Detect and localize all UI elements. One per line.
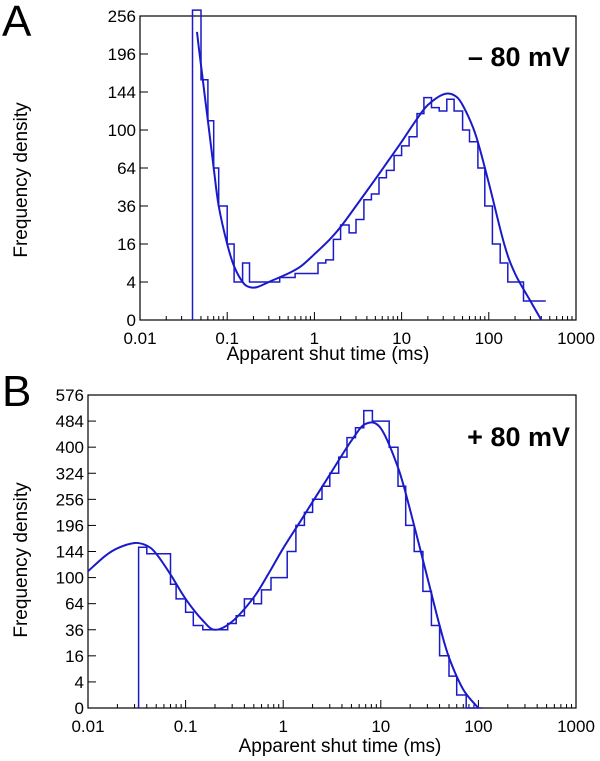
panel-a-y-tick-label: 4 <box>127 273 136 292</box>
panel-a-x-tick-label: 0.01 <box>123 329 156 348</box>
panel-a-y-tick-label: 196 <box>108 45 136 64</box>
panel-a-x-tick-label: 10 <box>392 329 411 348</box>
panel-a-y-tick-label: 256 <box>108 7 136 26</box>
panel-b-x-tick-label: 100 <box>464 717 492 736</box>
panel-b-y-tick-label: 484 <box>56 412 84 431</box>
panel-b-x-tick-label: 1 <box>278 717 287 736</box>
panel-a-marks <box>191 9 546 321</box>
panel-b-y-tick-label: 36 <box>65 621 84 640</box>
panel-b-x-tick-label: 10 <box>371 717 390 736</box>
panel-a-letter: A <box>2 0 32 46</box>
panel-a-y-tick-label: 0 <box>127 311 136 330</box>
panel-a-y-tick-label: 144 <box>108 83 136 102</box>
panel-b: B + 80 mV Apparent shut time (ms) Freque… <box>2 367 595 757</box>
panel-a-y-tick-label: 16 <box>117 235 136 254</box>
panel-b-y-tick-label: 16 <box>65 647 84 666</box>
panel-b-y-tick-label: 256 <box>56 490 84 509</box>
panel-a-y-tick-label: 36 <box>117 197 136 216</box>
panel-a-y-tick-label: 100 <box>108 121 136 140</box>
panel-b-y-tick-label: 4 <box>75 673 84 692</box>
panel-b-y-tick-label: 400 <box>56 438 84 457</box>
panel-b-x-tick-label: 0.01 <box>71 717 104 736</box>
panel-a-voltage-label: – 80 mV <box>468 42 570 72</box>
panel-b-x-axis-title: Apparent shut time (ms) <box>239 736 442 757</box>
panel-b-y-tick-label: 196 <box>56 516 84 535</box>
panel-b-letter: B <box>2 367 31 416</box>
panel-b-y-tick-label: 100 <box>56 569 84 588</box>
panel-b-histogram <box>137 409 483 709</box>
panel-b-x-tick-label: 0.1 <box>174 717 198 736</box>
panel-a-fit-curve <box>196 31 543 321</box>
panel-a-x-tick-label: 0.1 <box>215 329 239 348</box>
panel-a-x-tick-label: 1 <box>310 329 319 348</box>
panel-b-y-tick-label: 576 <box>56 386 84 405</box>
panel-a-x-axis-title: Apparent shut time (ms) <box>227 344 430 365</box>
panel-b-y-axis-title: Frequency density <box>11 482 32 638</box>
panel-b-y-tick-label: 0 <box>75 699 84 718</box>
panel-b-y-tick-label: 324 <box>56 464 84 483</box>
panel-a-y-tick-label: 64 <box>117 159 136 178</box>
panel-b-x-tick-label: 1000 <box>557 717 595 736</box>
panel-a-x-tick-label: 100 <box>475 329 503 348</box>
panel-b-ticks: 0.01 0.1 1 10 100 1000 0 4 16 36 64 100 144 196 256 324… <box>56 386 595 736</box>
panel-b-marks <box>87 409 483 709</box>
panel-a-y-axis-title: Frequency density <box>11 102 32 258</box>
panel-a-ticks: 0.01 0.1 1 10 100 1000 0 4 16 36 64 100 144 196 256 <box>108 7 595 348</box>
panel-b-fit-curve <box>87 421 480 709</box>
panel-b-voltage-label: + 80 mV <box>467 422 570 452</box>
panel-b-y-tick-label: 64 <box>65 595 84 614</box>
panel-a-histogram <box>191 9 546 320</box>
panel-a: A – 80 mV Apparent shut time (ms) Freque… <box>2 0 595 365</box>
panel-b-y-tick-label: 144 <box>56 543 84 562</box>
panel-a-x-tick-label: 1000 <box>557 329 595 348</box>
